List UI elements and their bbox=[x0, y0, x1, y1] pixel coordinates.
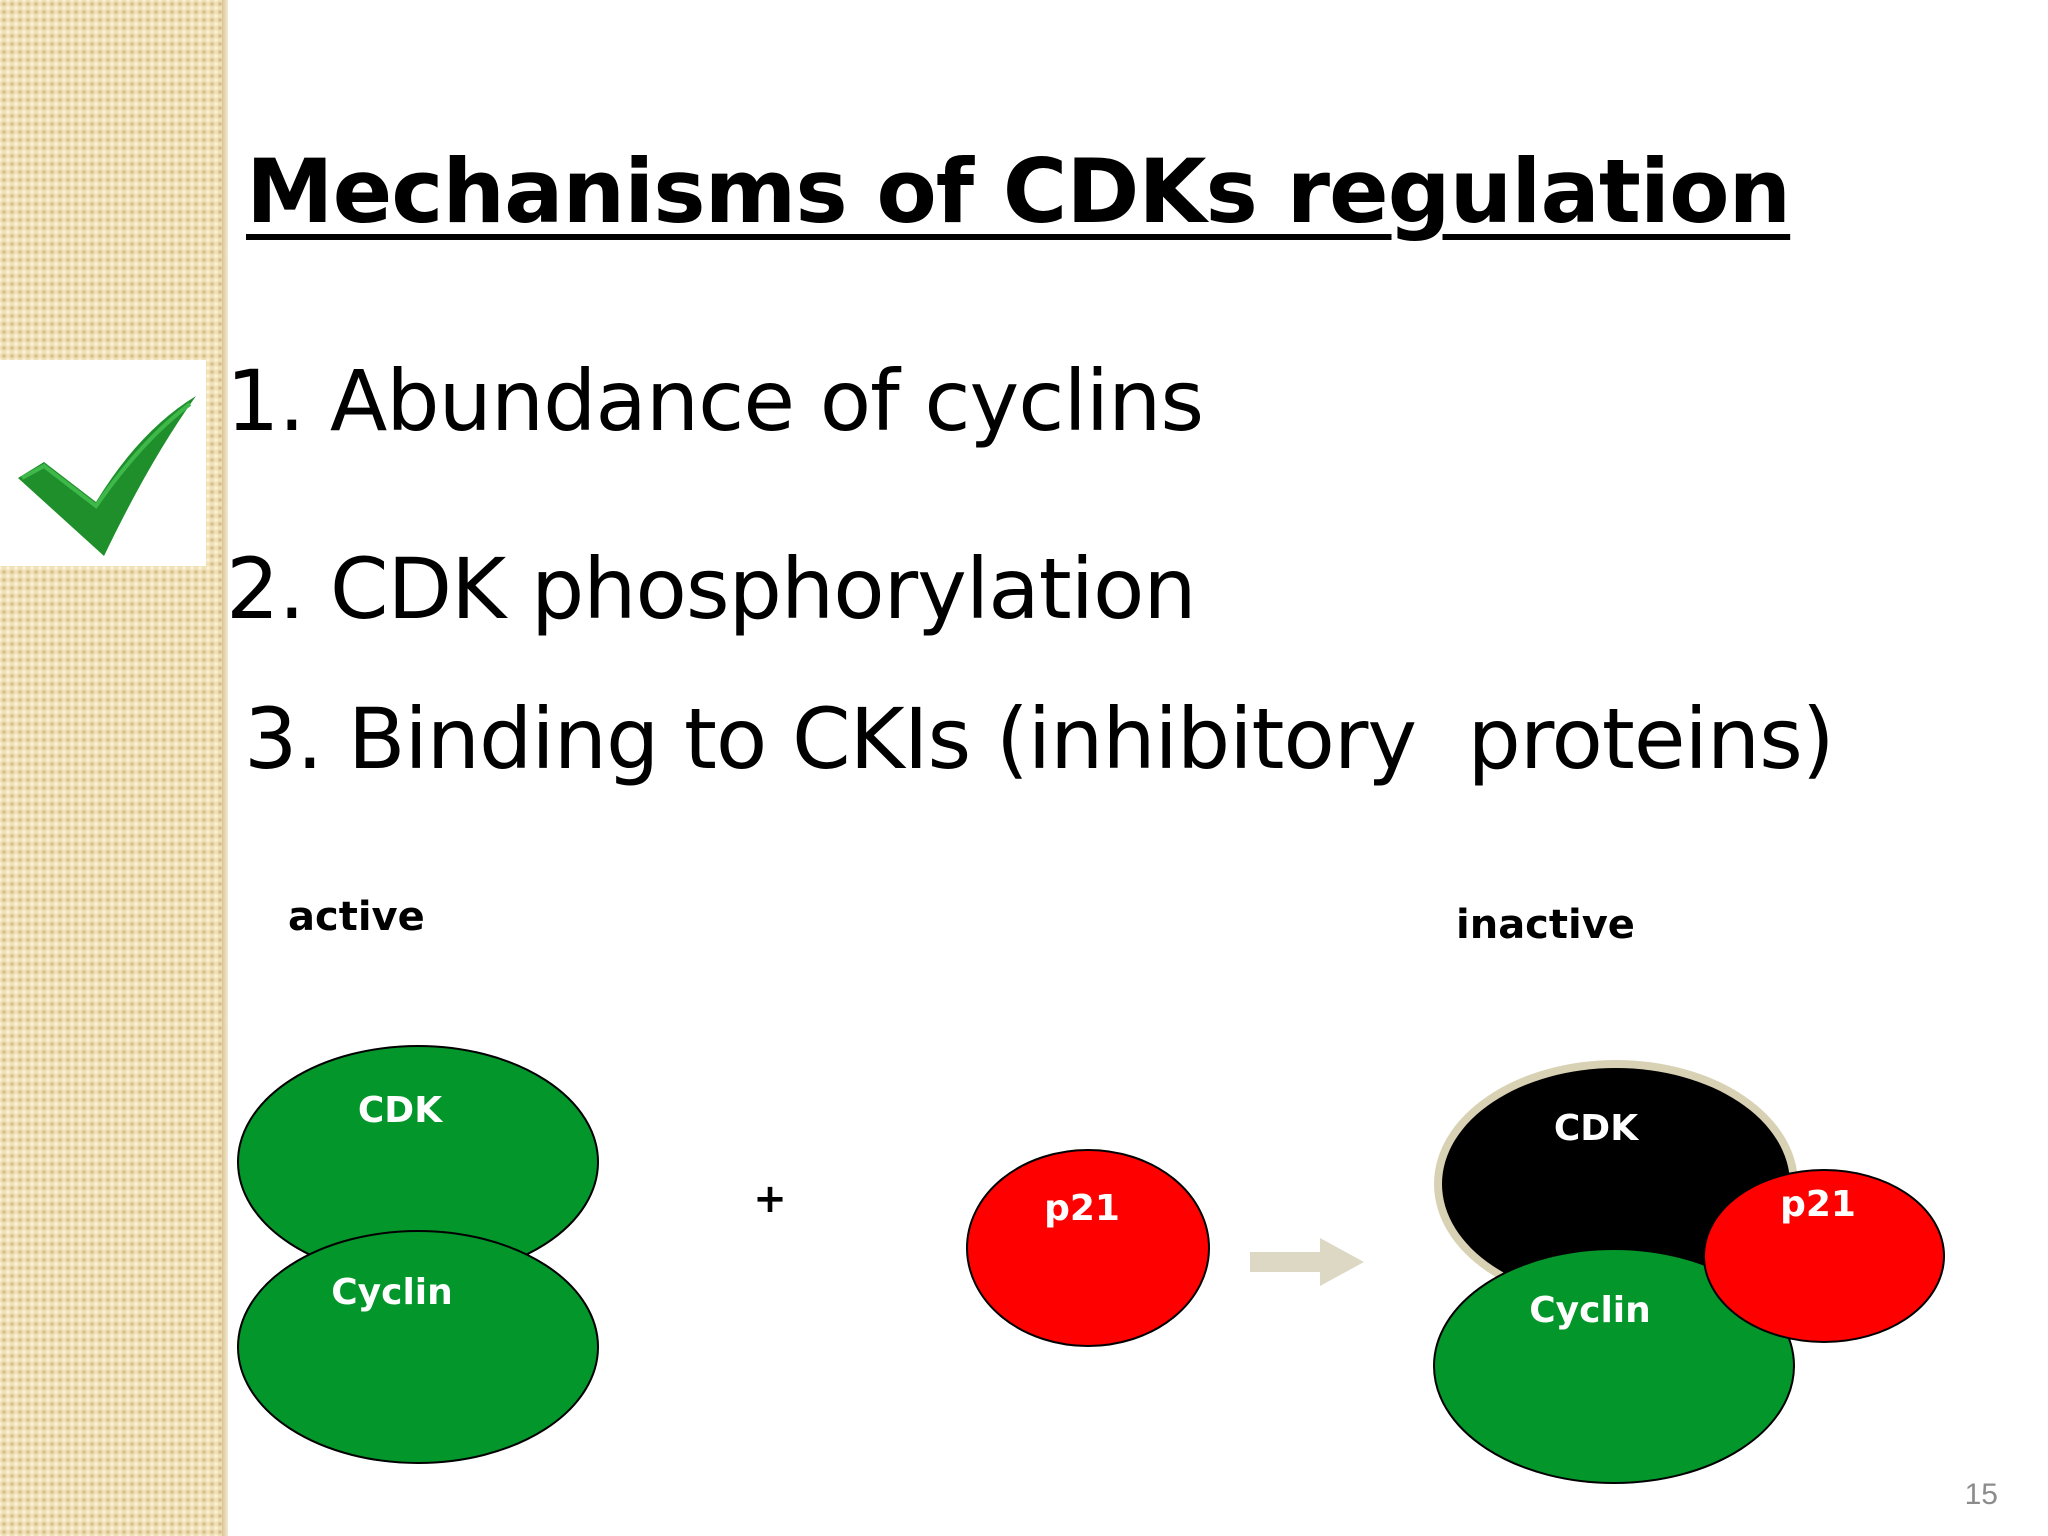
slide-title: Mechanisms of CDKs regulation bbox=[246, 140, 1791, 243]
checkmark-box bbox=[0, 360, 206, 566]
cdk-label-inactive: CDK bbox=[1554, 1108, 1639, 1149]
reaction-arrow-icon bbox=[1250, 1238, 1364, 1286]
cyclin-label-active: Cyclin bbox=[331, 1272, 453, 1313]
checkmark-icon bbox=[18, 396, 196, 556]
decorative-side-strip bbox=[0, 0, 228, 1536]
p21-ellipse-free bbox=[966, 1149, 1210, 1347]
cyclin-ellipse-active bbox=[237, 1230, 599, 1464]
cyclin-label-inactive: Cyclin bbox=[1529, 1290, 1651, 1331]
side-strip-edge bbox=[222, 0, 228, 1536]
list-item-phosphorylation: 2. CDK phosphorylation bbox=[226, 540, 1197, 638]
cdk-label-active: CDK bbox=[358, 1090, 443, 1131]
p21-label-bound: p21 bbox=[1780, 1184, 1856, 1225]
p21-ellipse-bound bbox=[1703, 1169, 1945, 1343]
list-item-ckis: 3. Binding to CKIs (inhibitory proteins) bbox=[244, 690, 1835, 788]
list-item-abundance: 1. Abundance of cyclins bbox=[226, 352, 1204, 450]
cdk-ellipse-inactive bbox=[1442, 1068, 1790, 1300]
active-label: active bbox=[288, 894, 425, 940]
plus-sign: + bbox=[753, 1176, 787, 1222]
p21-label-free: p21 bbox=[1044, 1188, 1120, 1229]
inactive-label: inactive bbox=[1456, 902, 1635, 948]
cyclin-ellipse-inactive bbox=[1433, 1248, 1795, 1484]
page-number: 15 bbox=[1964, 1478, 1998, 1511]
